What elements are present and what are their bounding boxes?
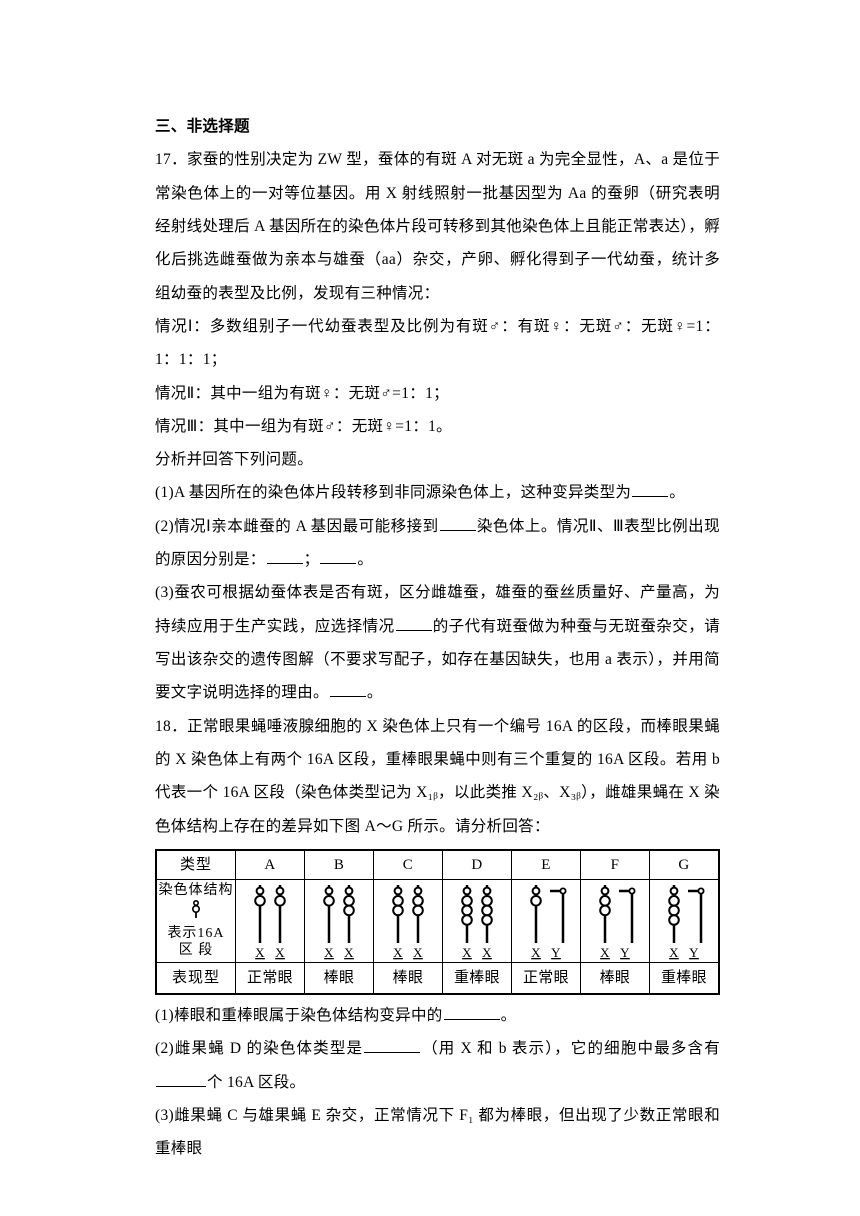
col-G: G	[649, 850, 719, 880]
q17-p3: (3)蚕农可根据幼蚕体表是否有斑，区分雌雄蚕，雄蚕的蚕丝质量好、产量高，为持续应…	[155, 576, 720, 709]
chromosome-pair-icon: XX	[447, 881, 507, 961]
q17-p3-c: 。	[367, 684, 383, 701]
chrom-cell-F: XY	[580, 879, 649, 962]
legend-chromosome-icon	[189, 899, 203, 919]
col-A: A	[236, 850, 305, 880]
col-F: F	[580, 850, 649, 880]
pheno-G: 重棒眼	[649, 962, 719, 994]
blank	[330, 681, 366, 698]
q18-number: 18．	[155, 718, 187, 735]
svg-text:Y: Y	[551, 945, 561, 960]
q17-number: 17．	[155, 151, 187, 168]
col-E: E	[511, 850, 580, 880]
svg-text:Y: Y	[620, 945, 630, 960]
q18-p2-c: 个 16A 区段。	[207, 1074, 305, 1091]
chrom-cell-G: XY	[649, 879, 719, 962]
svg-text:X: X	[531, 945, 541, 960]
struct-label-l2: 表示16A	[167, 926, 224, 941]
pheno-D: 重棒眼	[442, 962, 511, 994]
pheno-F: 棒眼	[580, 962, 649, 994]
q18-p1-b: 。	[501, 1007, 517, 1024]
q17-p1-a: (1)A 基因所在的染色体片段转移到非同源染色体上，这种变异类型为	[155, 484, 631, 501]
q17-p2-a: (2)情况Ⅰ亲本雌蚕的 A 基因最可能移接到	[155, 518, 439, 535]
chrom-cell-D: XX	[442, 879, 511, 962]
blank	[440, 514, 476, 531]
svg-text:Y: Y	[689, 945, 699, 960]
q17-p2: (2)情况Ⅰ亲本雌蚕的 A 基因最可能移接到染色体上。情况Ⅱ、Ⅲ表型比例出现的原…	[155, 510, 720, 577]
struct-label-l3: 区 段	[179, 943, 214, 958]
q17-case2: 情况Ⅱ：其中一组为有斑♀：无斑♂=1：1；	[155, 377, 720, 410]
q17-analyze: 分析并回答下列问题。	[155, 443, 720, 476]
col-C: C	[373, 850, 442, 880]
q17-case3: 情况Ⅲ：其中一组为有斑♂：无斑♀=1：1。	[155, 410, 720, 443]
chrom-cell-A: XX	[236, 879, 305, 962]
q17-intro-text: 家蚕的性别决定为 ZW 型，蚕体的有斑 A 对无斑 a 为完全显性，A、a 是位…	[155, 151, 720, 301]
chromosome-pair-icon: XY	[516, 881, 576, 961]
q18-p1-a: (1)棒眼和重棒眼属于染色体结构变异中的	[155, 1007, 443, 1024]
svg-text:X: X	[344, 945, 354, 960]
chromosome-table: 类型 A B C D E F G 染色体结构 表示16A 区 段 XX XX X…	[155, 849, 720, 995]
chrom-cell-E: XY	[511, 879, 580, 962]
struct-label: 染色体结构 表示16A 区 段	[156, 879, 236, 962]
struct-label-l1: 染色体结构	[159, 883, 234, 898]
table-struct-row: 染色体结构 表示16A 区 段 XX XX XX XX XY XY XY	[156, 879, 719, 962]
q17-p1-b: 。	[669, 484, 685, 501]
q18-p1: (1)棒眼和重棒眼属于染色体结构变异中的 。	[155, 999, 720, 1032]
svg-text:X: X	[275, 945, 285, 960]
svg-text:X: X	[669, 945, 679, 960]
table-pheno-row: 表现型 正常眼 棒眼 棒眼 重棒眼 正常眼 棒眼 重棒眼	[156, 962, 719, 994]
svg-text:X: X	[324, 945, 334, 960]
chromosome-pair-icon: XY	[654, 881, 714, 961]
chromosome-pair-icon: XX	[309, 881, 369, 961]
chromosome-pair-icon: XX	[378, 881, 438, 961]
page: 三、非选择题 17．家蚕的性别决定为 ZW 型，蚕体的有斑 A 对无斑 a 为完…	[0, 0, 860, 1205]
svg-text:X: X	[413, 945, 423, 960]
svg-text:X: X	[462, 945, 472, 960]
blank	[320, 548, 356, 565]
svg-text:X: X	[482, 945, 492, 960]
q17-intro: 17．家蚕的性别决定为 ZW 型，蚕体的有斑 A 对无斑 a 为完全显性，A、a…	[155, 143, 720, 310]
blank	[396, 614, 432, 631]
q18-p3: (3)雌果蝇 C 与雄果蝇 E 杂交，正常情况下 F₁ 都为棒眼，但出现了少数正…	[155, 1099, 720, 1166]
svg-text:X: X	[600, 945, 610, 960]
blank	[156, 1070, 206, 1087]
pheno-B: 棒眼	[304, 962, 373, 994]
section-header: 三、非选择题	[155, 110, 720, 143]
q18-intro-text: 正常眼果蝇唾液腺细胞的 X 染色体上只有一个编号 16A 的区段，而棒眼果蝇的 …	[155, 718, 720, 835]
chromosome-pair-icon: XX	[240, 881, 300, 961]
svg-text:X: X	[393, 945, 403, 960]
q17-case1: 情况Ⅰ：多数组别子一代幼蚕表型及比例为有斑♂：有斑♀：无斑♂：无斑♀=1：1：1…	[155, 310, 720, 377]
q18-p2: (2)雌果蝇 D 的染色体类型是 （用 X 和 b 表示），它的细胞中最多含有个 …	[155, 1032, 720, 1099]
q18-p2-b: （用 X 和 b 表示），它的细胞中最多含有	[421, 1040, 720, 1057]
blank	[267, 548, 303, 565]
pheno-E: 正常眼	[511, 962, 580, 994]
chromosome-pair-icon: XY	[585, 881, 645, 961]
blank	[632, 481, 668, 498]
header-label: 类型	[156, 850, 236, 880]
svg-text:X: X	[255, 945, 265, 960]
blank	[364, 1037, 420, 1054]
blank	[444, 1003, 500, 1020]
pheno-C: 棒眼	[373, 962, 442, 994]
pheno-A: 正常眼	[236, 962, 305, 994]
q18-p2-a: (2)雌果蝇 D 的染色体类型是	[155, 1040, 363, 1057]
q17-p2-c: ；	[304, 551, 320, 568]
chrom-cell-B: XX	[304, 879, 373, 962]
col-D: D	[442, 850, 511, 880]
chrom-cell-C: XX	[373, 879, 442, 962]
col-B: B	[304, 850, 373, 880]
q17-p1: (1)A 基因所在的染色体片段转移到非同源染色体上，这种变异类型为 。	[155, 476, 720, 509]
pheno-label: 表现型	[156, 962, 236, 994]
table-header-row: 类型 A B C D E F G	[156, 850, 719, 880]
q18-intro: 18．正常眼果蝇唾液腺细胞的 X 染色体上只有一个编号 16A 的区段，而棒眼果…	[155, 710, 720, 843]
q17-p2-d: 。	[357, 551, 373, 568]
